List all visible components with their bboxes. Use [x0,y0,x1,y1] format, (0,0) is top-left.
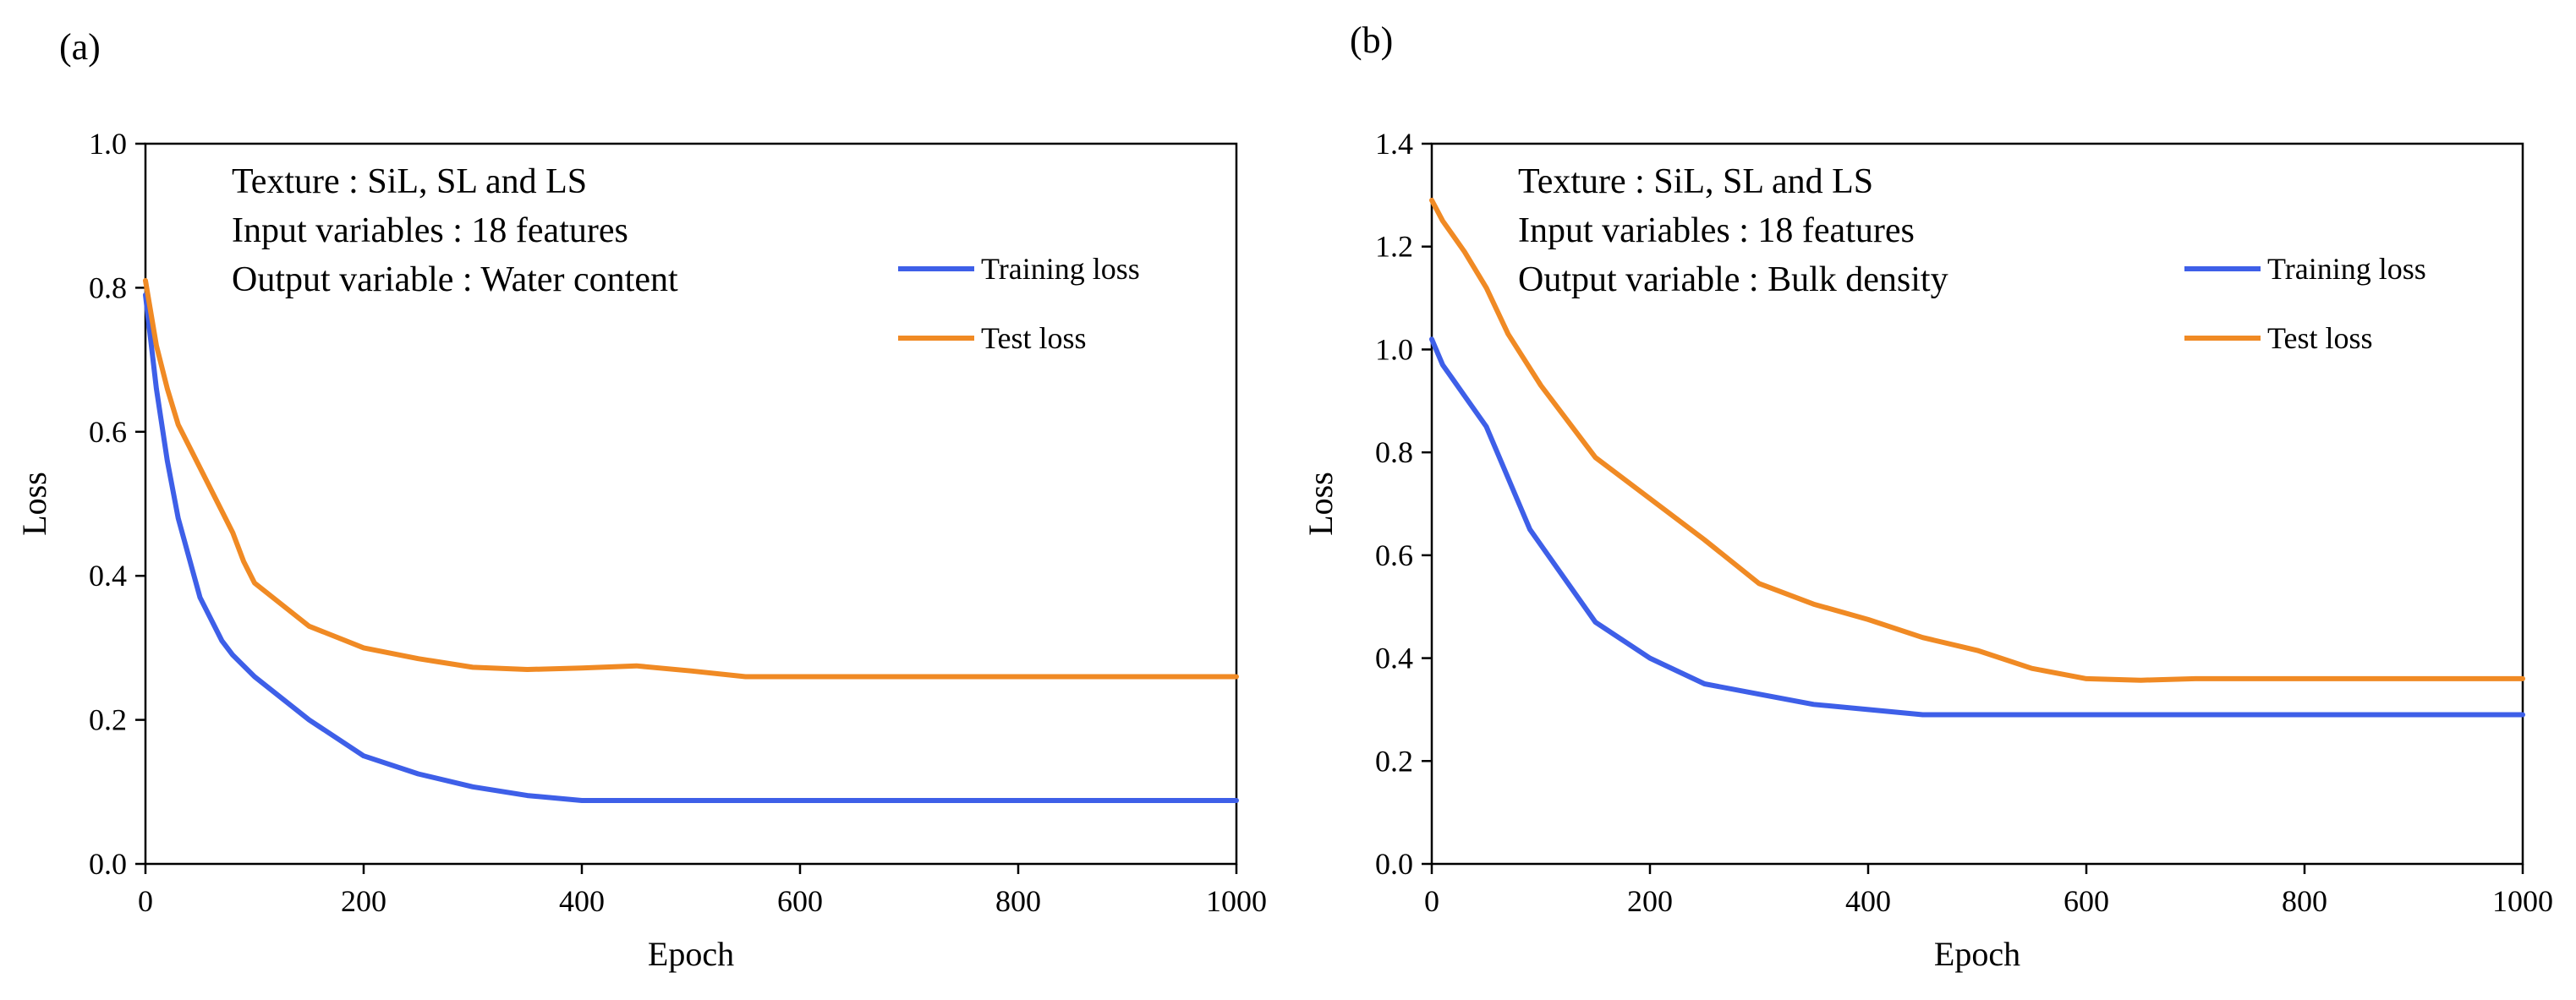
chart-panel: (b) 0.0 0.2 0.4 0.6 0.8 1.0 1.2 1.4 0 200 400 600 800… [1302,19,2553,973]
x-axis-title: Epoch [648,935,734,973]
annotation-line: Input variables : 18 features [1518,211,1915,250]
annotation-line: Texture : SiL, SL and LS [232,162,587,201]
series-line-test-loss [1429,197,2525,683]
y-tick-label: 0.8 [89,270,127,304]
x-tick-label: 0 [1424,884,1439,918]
annotation-line: Output variable : Bulk density [1518,260,1948,299]
y-tick-label: 1.2 [1375,230,1413,264]
annotation-line: Input variables : 18 features [232,211,628,250]
y-tick-label: 0.4 [1375,642,1413,675]
series-line-training-loss [143,292,1239,803]
annotation-line: Texture : SiL, SL and LS [1518,162,1873,201]
y-axis-title: Loss [1302,472,1340,536]
y-tick-label: 0.2 [1375,744,1413,778]
series-line-training-loss [1429,336,2525,718]
chart-panel: (a) 0.0 0.2 0.4 0.6 0.8 1.0 0 200 400 600 800 1000 Ep… [15,26,1267,973]
y-tick-label: 0.0 [1375,847,1413,881]
x-tick-label: 800 [995,884,1041,918]
y-tick-label: 0.6 [89,415,127,449]
x-tick-label: 600 [777,884,823,918]
annotation-line: Output variable : Water content [232,260,678,299]
panel-label: (b) [1350,19,1393,61]
plot-frame [1430,142,2524,866]
y-tick-label: 0.8 [1375,435,1413,469]
legend-label: Test loss [2267,321,2373,355]
y-tick-label: 1.0 [89,127,127,161]
series-line-test-loss [143,277,1239,680]
x-tick-label: 600 [2064,884,2109,918]
panel-label: (a) [59,26,101,68]
legend-label: Test loss [981,321,1087,355]
y-tick-label: 0.0 [89,847,127,881]
y-tick-label: 1.4 [1375,127,1413,161]
x-tick-label: 200 [341,884,386,918]
x-tick-label: 1000 [2492,884,2553,918]
x-tick-label: 1000 [1206,884,1267,918]
y-tick-label: 0.4 [89,559,127,593]
legend-label: Training loss [981,252,1140,286]
x-tick-label: 800 [2282,884,2327,918]
y-tick-label: 1.0 [1375,332,1413,366]
x-tick-label: 200 [1627,884,1673,918]
x-axis-title: Epoch [1934,935,2020,973]
plot-frame [144,142,1238,866]
x-tick-label: 0 [138,884,153,918]
y-tick-label: 0.6 [1375,538,1413,572]
legend-label: Training loss [2267,252,2426,286]
y-tick-label: 0.2 [89,703,127,737]
x-tick-label: 400 [1845,884,1891,918]
y-axis-title: Loss [15,472,53,536]
x-tick-label: 400 [559,884,605,918]
